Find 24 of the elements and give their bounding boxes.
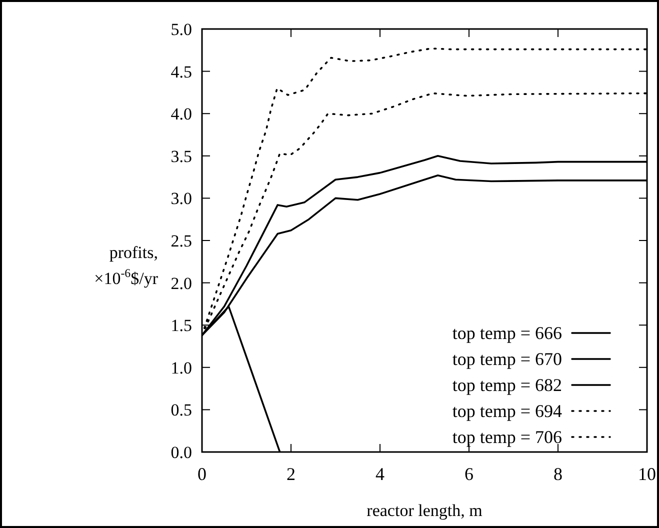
y-tick-label: 2.5 [170, 232, 192, 250]
legend-label: top temp = 694 [452, 401, 562, 421]
y-tick-label: 2.0 [170, 274, 192, 293]
y-tick-label: 3.0 [170, 189, 192, 208]
y-tick-label: 0.0 [170, 443, 192, 462]
y-tick-label: 1.5 [170, 316, 192, 336]
legend-label: top temp = 670 [452, 349, 562, 369]
legend-label: top temp = 682 [452, 375, 562, 395]
x-tick-label: 2 [286, 464, 296, 484]
legend-label: top temp = 706 [452, 427, 562, 447]
y-tick-label: 1.0 [170, 358, 192, 378]
x-tick-label: 4 [376, 464, 384, 484]
y-tick-label: 3.5 [170, 146, 192, 166]
y-tick-label: 5.0 [170, 20, 192, 39]
y-tick-label: 4.5 [170, 62, 192, 82]
y-tick-label: 4.0 [170, 104, 192, 124]
legend-label: top temp = 666 [452, 323, 562, 343]
x-axis-title: reactor length, m [366, 501, 482, 520]
x-tick-label: 6 [464, 464, 474, 484]
y-axis-title: profits, ×10$^{-6}$$/yr [94, 243, 158, 288]
y-tick-label: 0.5 [170, 400, 192, 420]
x-tick-label: 0 [198, 464, 206, 484]
x-tick-label: 8 [554, 464, 562, 484]
x-tick-label: 10 [638, 464, 656, 484]
